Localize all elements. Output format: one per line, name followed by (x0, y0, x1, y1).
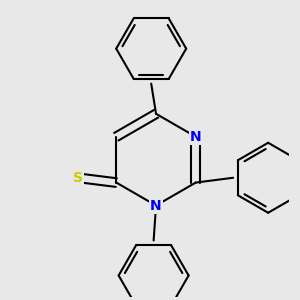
Text: N: N (190, 130, 202, 144)
Text: S: S (73, 171, 83, 185)
Text: N: N (150, 199, 162, 212)
